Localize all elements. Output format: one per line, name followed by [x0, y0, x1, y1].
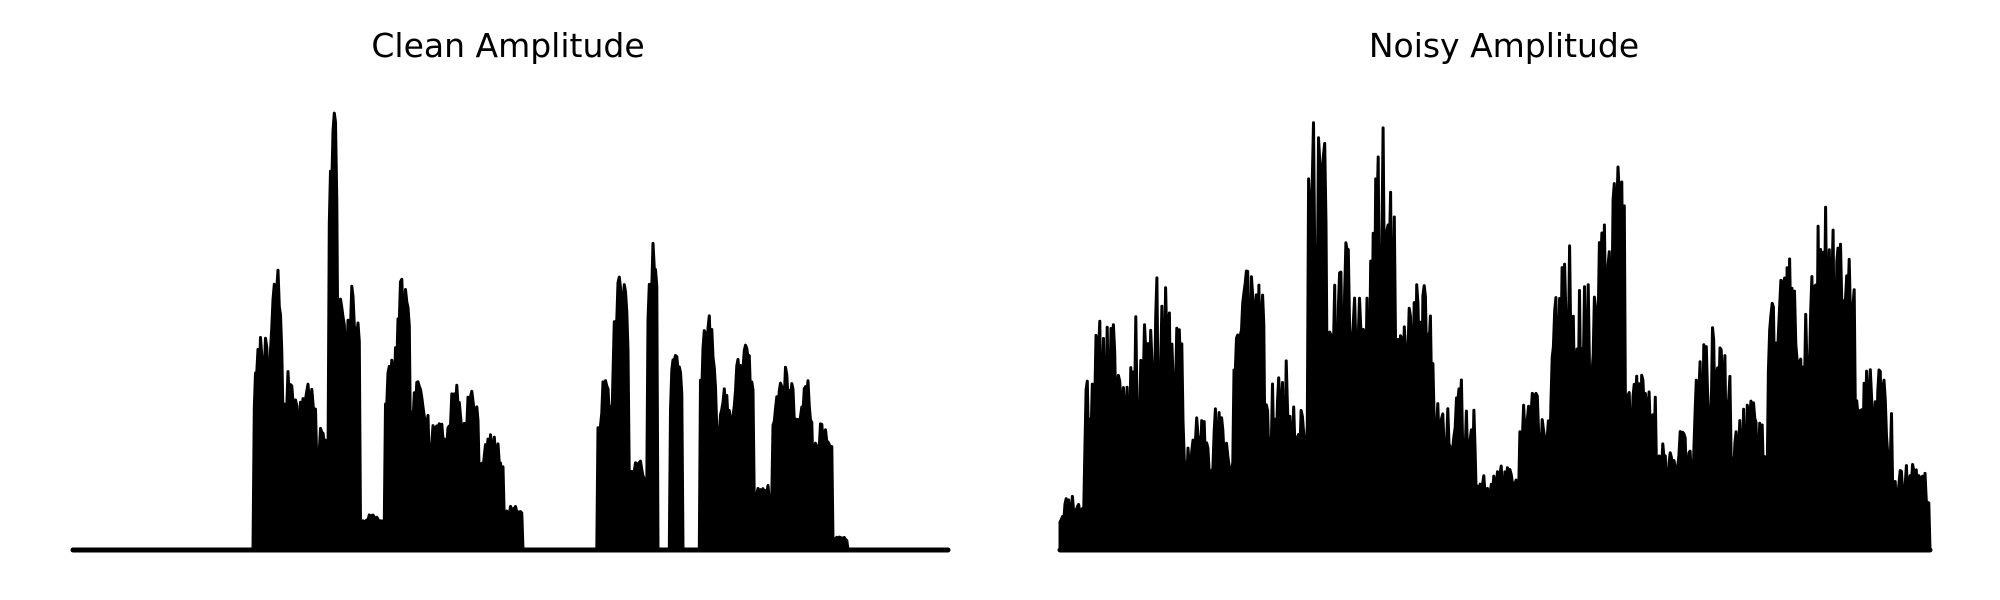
clean-amplitude-plot	[70, 111, 951, 553]
clean-amplitude-panel: Clean Amplitude	[70, 26, 951, 553]
noisy-amplitude-panel: Noisy Amplitude	[1000, 0, 2000, 600]
chart-title: Noisy Amplitude	[1368, 26, 1640, 65]
noisy-amplitude-plot	[1057, 121, 1933, 553]
amplitude-envelope	[71, 111, 950, 552]
amplitude-envelope	[1058, 121, 1932, 552]
chart-title: Clean Amplitude	[371, 26, 645, 65]
